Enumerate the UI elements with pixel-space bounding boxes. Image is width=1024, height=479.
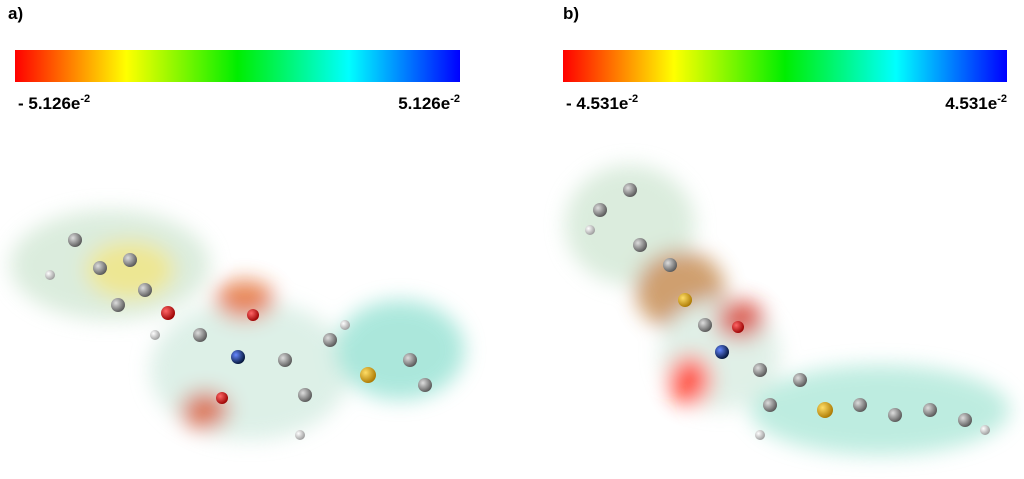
scale-max-mantissa: 5.126e — [398, 94, 450, 113]
panel-a: a) - 5.126e-2 5.126e-2 — [8, 4, 465, 440]
panel-b: b) - 4.531e-2 4.531e-2 — [563, 4, 1010, 455]
scale-min-mantissa: - 5.126e — [18, 94, 80, 113]
scale-min-mantissa: - 4.531e — [566, 94, 628, 113]
scale-max-mantissa: 4.531e — [945, 94, 997, 113]
scale-min: - 5.126e-2 — [18, 93, 90, 113]
scale-max: 4.531e-2 — [945, 93, 1007, 113]
molecule — [45, 233, 432, 440]
color-bar — [15, 50, 460, 82]
panel-label: a) — [8, 4, 23, 23]
scale-min-exponent: -2 — [80, 93, 90, 105]
molecule — [585, 183, 990, 440]
scale-max: 5.126e-2 — [398, 93, 460, 113]
scale-min: - 4.531e-2 — [566, 93, 638, 113]
potential-surface — [565, 165, 1010, 455]
scale-max-exponent: -2 — [450, 93, 460, 105]
color-bar — [563, 50, 1007, 82]
panel-label: b) — [563, 4, 579, 23]
scale-min-exponent: -2 — [628, 93, 638, 105]
scale-max-exponent: -2 — [997, 93, 1007, 105]
